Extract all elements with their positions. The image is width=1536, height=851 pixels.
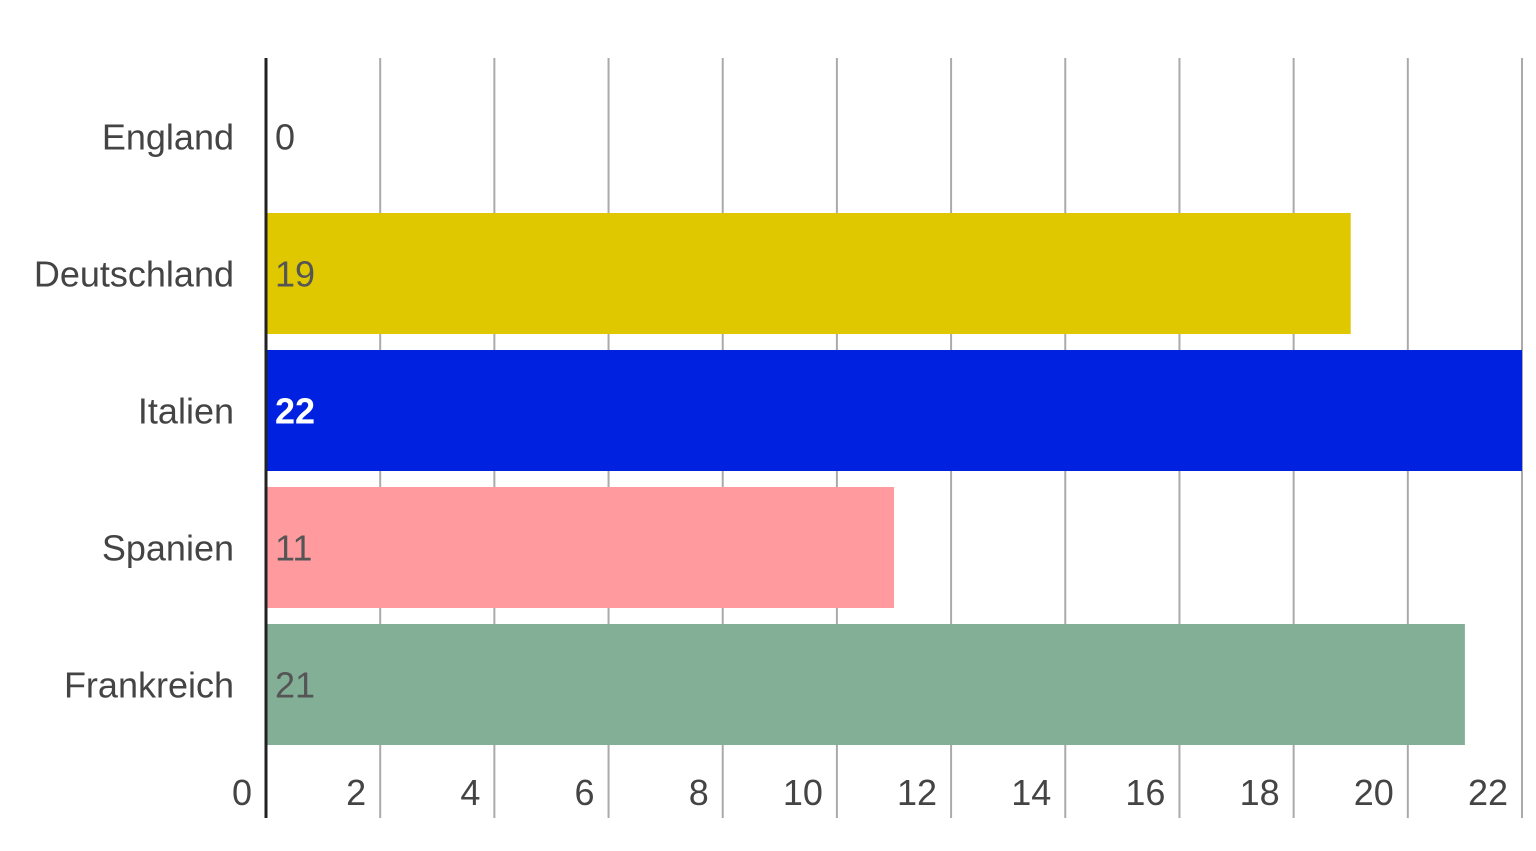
bar-spanien: [266, 487, 894, 608]
x-tick-label: 10: [783, 772, 823, 813]
data-label: 0: [275, 117, 295, 158]
bar-deutschland: [266, 213, 1351, 334]
x-tick-label: 0: [232, 772, 252, 813]
x-tick-label: 20: [1354, 772, 1394, 813]
x-tick-label: 18: [1240, 772, 1280, 813]
x-tick-label: 12: [897, 772, 937, 813]
x-tick-label: 2: [346, 772, 366, 813]
x-tick-label: 8: [689, 772, 709, 813]
category-label: Deutschland: [34, 254, 234, 295]
data-labels: 0 19 22 11 21: [275, 117, 315, 706]
data-label: 21: [275, 665, 315, 706]
category-labels: England Deutschland Italien Spanien Frankrei…: [34, 117, 234, 706]
bar-frankreich: [266, 624, 1465, 745]
bar-italien: [266, 350, 1522, 471]
x-tick-label: 16: [1125, 772, 1165, 813]
x-tick-label: 22: [1468, 772, 1508, 813]
bars: [266, 213, 1522, 745]
data-label: 22: [275, 391, 315, 432]
x-tick-label: 6: [575, 772, 595, 813]
x-tick-label: 4: [460, 772, 480, 813]
data-label: 19: [275, 254, 315, 295]
category-label: England: [102, 117, 234, 158]
category-label: Frankreich: [64, 665, 234, 706]
x-tick-label: 14: [1011, 772, 1051, 813]
tick-labels: 0 2 4 6 8 10 12 14 16 18 20 22: [232, 772, 1508, 813]
category-label: Italien: [138, 391, 234, 432]
category-label: Spanien: [102, 528, 234, 569]
data-label: 11: [275, 528, 312, 569]
